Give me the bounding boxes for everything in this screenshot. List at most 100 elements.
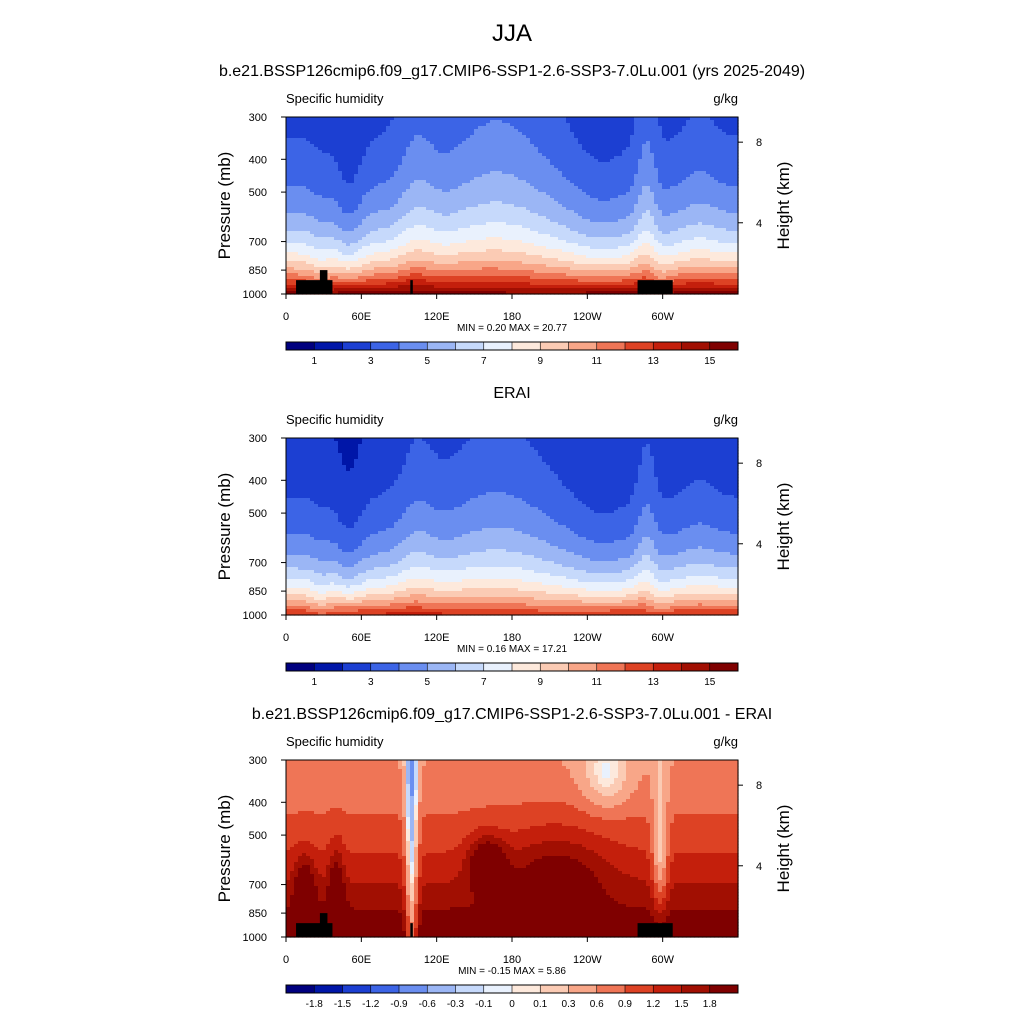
panel-1-colorbar-label: 5: [424, 356, 430, 367]
panel-3-ytick-label: 500: [249, 830, 267, 842]
panel-3-ytick-label: 700: [249, 880, 267, 892]
panel-1-colorbar-box: [370, 342, 400, 350]
panel-2-colorbar-box: [314, 663, 343, 671]
panel-2-ytick-label: 700: [249, 558, 267, 570]
panel-2-colorbar-label: 1: [311, 677, 317, 688]
panel-2-ylabel: Pressure (mb): [215, 473, 234, 581]
panel-2-colorbar-label: 13: [648, 677, 660, 688]
panel-2-xtick-label: 60E: [352, 632, 372, 644]
panel-3-title: b.e21.BSSP126cmip6.f09_g17.CMIP6-SSP1-2.…: [0, 706, 1024, 724]
panel-1-colorbar-label: 9: [537, 356, 543, 367]
panel-3-xtick-label: 60E: [352, 954, 372, 966]
panel-3-colorbar-box: [314, 985, 343, 993]
panel-3-y2label: Height (km): [774, 805, 793, 893]
panel-2-ytick-label: 300: [249, 433, 267, 445]
panel-1-colorbar-box: [314, 342, 343, 350]
panel-3-colorbar-box: [709, 985, 739, 993]
panel-3-colorbar-box: [286, 985, 315, 993]
panel-2-colorbar-box: [483, 663, 513, 671]
panel-1-xtick-label: 180: [503, 311, 521, 323]
panel-3-variable-label: Specific humidity: [286, 734, 384, 749]
panel-2-colorbar-box: [427, 663, 456, 671]
panel-1-xtick-label: 60W: [651, 311, 674, 323]
panel-2-colorbar-label: 5: [424, 677, 430, 688]
panel-1-y2label: Height (km): [774, 162, 793, 250]
panel-3-xtick-label: 120E: [424, 954, 450, 966]
panel-1-colorbar-box: [681, 342, 711, 350]
panel-2-xtick-label: 60W: [651, 632, 674, 644]
panel-3-y2tick-label: 8: [756, 780, 762, 792]
panel-1-colorbar-box: [427, 342, 456, 350]
panel-1-colorbar-box: [483, 342, 513, 350]
panel-1-terrain-mask: [296, 270, 673, 294]
panel-2-colorbar-label: 11: [592, 677, 603, 688]
panel-3-ytick-label: 300: [249, 755, 267, 767]
panel-2-colorbar-box: [709, 663, 739, 671]
panel-1-xtick-label: 120E: [424, 311, 450, 323]
panel-1-ylabel: Pressure (mb): [215, 152, 234, 260]
panel-1-colorbar-box: [625, 342, 654, 350]
panel-2-colorbar-box: [370, 663, 400, 671]
panel-2-variable-label: Specific humidity: [286, 412, 384, 427]
panel-3-colorbar-box: [455, 985, 485, 993]
panel-1-terrain: [637, 280, 673, 294]
panel-1-terrain: [410, 280, 413, 294]
panel-3-colorbar-label: 0.9: [618, 999, 632, 1010]
panel-3-colorbar-label: 0.3: [562, 999, 576, 1010]
panel-3-colorbar-box: [653, 985, 682, 993]
panel-1-ytick-label: 300: [249, 112, 267, 124]
panel-3-colorbar-box: [512, 985, 541, 993]
panel-3-terrain: [637, 923, 673, 937]
panel-3-colorbar-box: [540, 985, 569, 993]
panel-3-colorbar-label: -0.6: [419, 999, 437, 1010]
panel-3-colorbar-label: 0.1: [533, 999, 547, 1010]
panel-1-xtick-label: 0: [283, 311, 289, 323]
panel-2-colorbar-box: [342, 663, 372, 671]
panel-3-xtick-label: 0: [283, 954, 289, 966]
panel-1-ytick-label: 1000: [243, 289, 267, 301]
panel-2-colorbar-box: [568, 663, 598, 671]
panel-1-colorbar-box: [286, 342, 315, 350]
panel-2-minmax: MIN = 0.16 MAX = 17.21: [457, 644, 567, 655]
panel-1-colorbar-box: [596, 342, 626, 350]
panel-3-y2tick-label: 4: [756, 861, 762, 873]
panel-3-units-label: g/kg: [713, 734, 738, 749]
figure-title: JJA: [0, 20, 1024, 48]
panel-3-colorbar-box: [681, 985, 711, 993]
panel-1-colorbar-label: 15: [704, 356, 716, 367]
panel-1-field: [286, 117, 739, 295]
panel-1-xtick-label: 120W: [573, 311, 602, 323]
panel-2-colorbar-label: 9: [537, 677, 543, 688]
panel-2-xtick-label: 120W: [573, 632, 602, 644]
panel-3-colorbar-label: -1.8: [306, 999, 324, 1010]
panel-2-y2label: Height (km): [774, 483, 793, 571]
panel-3-colorbar: [285, 984, 739, 994]
panel-3-ytick-label: 850: [249, 908, 267, 920]
panel-3-terrain: [410, 923, 413, 937]
panel-1-ytick-label: 850: [249, 265, 267, 277]
panel-2-y2tick-label: 4: [756, 539, 762, 551]
panel-2-ytick-label: 400: [249, 475, 267, 487]
panel-3-colorbar-box: [399, 985, 428, 993]
panel-2-colorbar-box: [399, 663, 428, 671]
panel-3-colorbar-label: 0.6: [590, 999, 604, 1010]
panel-1-colorbar-box: [342, 342, 372, 350]
panel-1-ytick-label: 500: [249, 187, 267, 199]
panel-1-terrain: [319, 270, 328, 294]
panel-2-colorbar-label: 3: [368, 677, 374, 688]
panel-3-xtick-label: 180: [503, 954, 521, 966]
panel-2-ytick-label: 500: [249, 508, 267, 520]
panel-3-minmax: MIN = -0.15 MAX = 5.86: [458, 966, 566, 977]
panel-2-colorbar-box: [286, 663, 315, 671]
panel-3-colorbar-box: [483, 985, 513, 993]
panel-1-ytick-label: 400: [249, 154, 267, 166]
panel-1-units-label: g/kg: [713, 91, 738, 106]
panel-1-colorbar-label: 3: [368, 356, 374, 367]
panel-3-colorbar-box: [596, 985, 626, 993]
panel-2-colorbar-box: [596, 663, 626, 671]
panel-2-colorbar-box: [681, 663, 711, 671]
panel-2-colorbar-box: [653, 663, 682, 671]
panel-2-title: ERAI: [0, 385, 1024, 403]
